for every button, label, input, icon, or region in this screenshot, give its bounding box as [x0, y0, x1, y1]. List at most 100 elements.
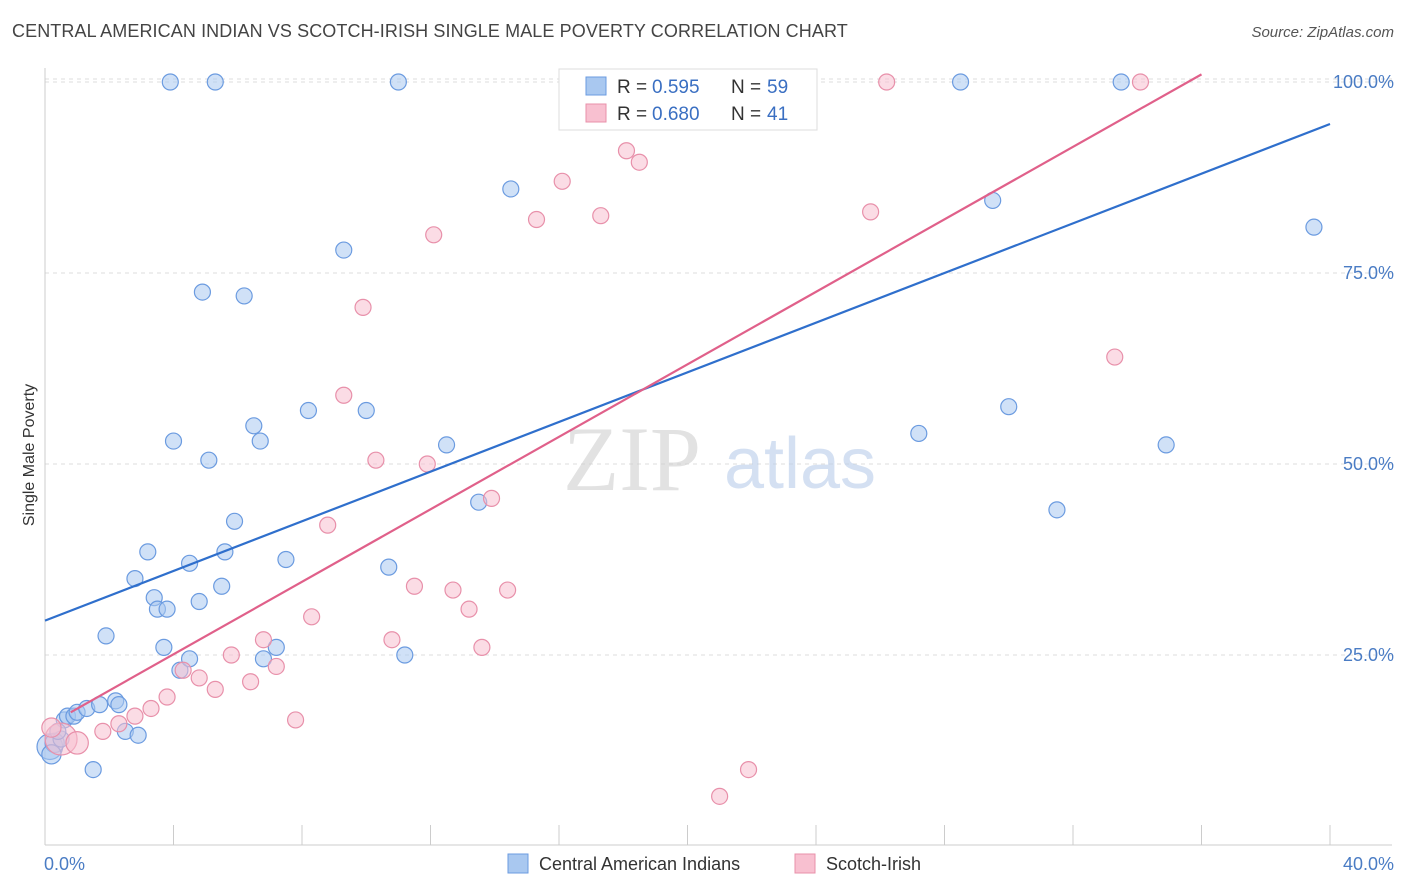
point-scotch-irish-1	[65, 731, 89, 755]
point-central-american-41	[396, 646, 414, 664]
legend-swatch-blue	[585, 76, 607, 96]
bottom-legend-swatch-blue	[507, 853, 529, 874]
x-tick-min: 0.0%	[44, 854, 85, 874]
point-central-american-44	[502, 180, 520, 198]
point-scotch-irish-11	[242, 673, 260, 691]
point-scotch-irish-39	[1131, 73, 1150, 91]
point-scotch-irish-31	[592, 207, 610, 225]
point-central-american-34	[277, 550, 295, 569]
point-scotch-irish-19	[367, 451, 385, 469]
point-scotch-irish-17	[335, 386, 353, 404]
point-scotch-irish-35	[739, 760, 758, 779]
y-axis-label: Single Male Poverty	[21, 384, 38, 526]
y-tick-label-50: 50.0%	[1343, 454, 1394, 474]
legend-n-value-2: 41	[767, 104, 788, 125]
point-scotch-irish-27	[482, 489, 501, 507]
point-scotch-irish-18	[354, 298, 372, 316]
watermark-zip: ZIP	[563, 408, 701, 510]
legend-box: R = 0.595 N = 59 R = 0.680 N = 41	[558, 68, 818, 131]
point-scotch-irish-32	[617, 142, 636, 160]
point-central-american-33	[267, 638, 285, 656]
chart-title: CENTRAL AMERICAN INDIAN VS SCOTCH-IRISH …	[12, 21, 848, 41]
point-central-american-16	[139, 543, 157, 561]
x-tick-max: 40.0%	[1343, 854, 1394, 874]
point-central-american-14	[129, 726, 147, 744]
point-central-american-54	[1048, 501, 1066, 519]
point-scotch-irish-6	[158, 688, 176, 706]
point-scotch-irish-21	[405, 577, 424, 595]
point-central-american-53	[910, 424, 928, 443]
point-central-american-29	[225, 512, 244, 530]
point-scotch-irish-38	[1106, 348, 1124, 366]
point-central-american-37	[299, 401, 318, 420]
point-central-american-46	[206, 73, 224, 91]
bottom-legend: Central American Indians Scotch-Irish	[507, 853, 921, 874]
point-central-american-50	[1112, 73, 1130, 91]
point-scotch-irish-14	[286, 711, 305, 729]
source-label: Source: ZipAtlas.com	[1251, 24, 1394, 41]
point-scotch-irish-13	[267, 657, 285, 676]
point-scotch-irish-12	[254, 631, 273, 649]
point-scotch-irish-15	[303, 608, 321, 626]
y-tick-label-25: 25.0%	[1343, 645, 1394, 665]
point-central-american-52	[1000, 398, 1018, 416]
watermark-atlas: atlas	[724, 424, 876, 504]
point-scotch-irish-9	[206, 680, 224, 698]
point-scotch-irish-24	[444, 581, 462, 599]
point-scotch-irish-7	[174, 661, 192, 679]
point-scotch-irish-29	[527, 210, 546, 229]
point-scotch-irish-2	[94, 722, 112, 741]
point-scotch-irish-5	[142, 699, 160, 718]
point-central-american-19	[155, 638, 173, 656]
y-tick-label-100: 100.0%	[1333, 72, 1394, 92]
legend-r-value-2: 0.680	[652, 104, 700, 125]
point-central-american-40	[380, 558, 398, 576]
point-scotch-irish-25	[460, 600, 478, 618]
legend-swatch-pink	[585, 103, 607, 123]
point-central-american-38	[335, 241, 353, 259]
point-scotch-irish-30	[553, 172, 571, 190]
point-central-american-49	[951, 73, 970, 91]
point-central-american-47	[389, 73, 407, 91]
point-scotch-irish-3	[110, 715, 128, 733]
legend-n-label-1: N =	[731, 77, 761, 98]
point-scotch-irish-16	[319, 516, 337, 534]
point-central-american-25	[164, 432, 183, 450]
y-tick-label-75: 75.0%	[1343, 263, 1394, 283]
point-scotch-irish-28	[499, 581, 517, 599]
point-central-american-31	[251, 432, 269, 450]
point-central-american-56	[1305, 218, 1323, 236]
point-scotch-irish-40	[41, 717, 62, 738]
point-central-american-30	[245, 417, 263, 435]
point-scotch-irish-4	[126, 707, 144, 725]
point-central-american-11	[84, 760, 102, 779]
point-central-american-36	[235, 287, 253, 305]
trend-lines	[44, 73, 1331, 714]
point-central-american-39	[357, 401, 375, 420]
trend-line-central-american	[44, 122, 1331, 622]
gridlines	[45, 78, 1392, 656]
point-scotch-irish-23	[425, 226, 443, 244]
data-points	[36, 73, 1323, 805]
legend-r-label-2: R =	[617, 104, 647, 125]
legend-r-value-1: 0.595	[652, 77, 700, 98]
trend-line-scotch-irish	[70, 73, 1203, 714]
point-central-american-12	[97, 627, 115, 645]
bottom-legend-label-pink: Scotch-Irish	[826, 854, 921, 874]
legend-r-label-1: R =	[617, 77, 647, 98]
point-central-american-32	[254, 650, 273, 668]
point-central-american-27	[213, 577, 231, 595]
point-central-american-10	[110, 696, 128, 714]
point-central-american-20	[158, 600, 176, 618]
point-central-american-55	[1157, 436, 1175, 454]
point-central-american-24	[190, 592, 208, 611]
point-scotch-irish-36	[862, 203, 880, 221]
legend-n-value-1: 59	[767, 77, 788, 98]
point-scotch-irish-26	[473, 638, 491, 656]
point-central-american-35	[193, 283, 212, 301]
y-tick-labels: 25.0% 50.0% 75.0% 100.0%	[1333, 72, 1394, 665]
bottom-legend-swatch-pink	[794, 853, 816, 874]
point-central-american-42	[437, 436, 456, 454]
legend-n-label-2: N =	[731, 104, 761, 125]
